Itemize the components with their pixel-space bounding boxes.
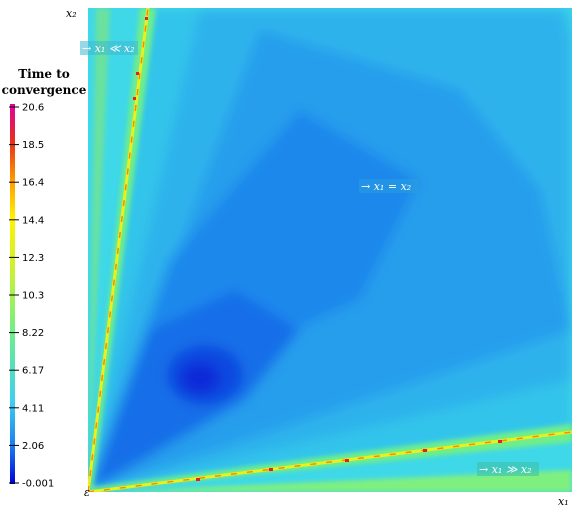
x-axis-label: x₁: [558, 495, 569, 508]
colorbar-tick-label: 2.06: [22, 441, 44, 452]
heatmap-field: [88, 8, 572, 492]
max-marker: [145, 17, 148, 20]
left-edge-glow: [88, 8, 110, 492]
colorbar-tick-label: 8.22: [22, 328, 44, 339]
colorbar-tick-label: 14.4: [22, 215, 44, 226]
annotation-upper-var1: x₁: [95, 42, 106, 55]
annotation-upper-relation: ≪: [105, 42, 124, 55]
lower-ridge-glow: [88, 424, 572, 492]
colorbar-title-line-1: Time to: [18, 67, 70, 81]
colorbar-ticks: 20.6 18.5 16.4 14.4 12.3 10.3 8.22 6.17 4.11 2.06…: [9, 103, 54, 490]
annotation-diagonal: → x₁ = x₂: [359, 179, 419, 193]
annotation-lower-relation: ≫: [502, 463, 521, 476]
colorbar-tick-label: 16.4: [22, 178, 44, 189]
colorbar-tick-label: -0.001: [22, 479, 54, 490]
max-marker: [269, 468, 273, 471]
colorbar-tick-label: 10.3: [22, 291, 44, 302]
annotation-diagonal-text: → x₁ = x₂: [361, 180, 411, 193]
upper-ridge-peaks: [88, 8, 149, 492]
y-axis-label: x₂: [66, 7, 77, 20]
annotation-diagonal-relation: =: [384, 180, 400, 193]
annotation-upper: → x₁ ≪ x₂: [80, 41, 138, 55]
annotation-diagonal-box: [359, 179, 419, 193]
colorbar-tick-label: 6.17: [22, 366, 44, 377]
origin-marker: ε: [84, 486, 90, 499]
ridge-glows: [88, 8, 572, 492]
annotation-lower-text: → x₁ ≫ x₂: [479, 463, 531, 476]
annotation-lower-arrow: →: [479, 463, 492, 476]
colorbar-tick-label: 4.11: [22, 403, 44, 414]
colorbar-tick-label: 12.3: [22, 253, 44, 264]
max-marker: [423, 449, 427, 452]
colorbar-tick-label: 18.5: [22, 140, 44, 151]
annotation-lower: → x₁ ≫ x₂: [477, 462, 539, 476]
colorbar-title-line-2: convergence: [1, 83, 87, 97]
annotation-upper-var2: x₂: [124, 42, 135, 55]
annotation-lower-var1: x₁: [492, 463, 503, 476]
annotation-lower-var2: x₂: [521, 463, 532, 476]
max-marker: [136, 72, 139, 75]
colorbar-title: Time to convergence: [0, 66, 88, 98]
annotation-upper-text: → x₁ ≪ x₂: [82, 42, 134, 55]
minimum-region: [180, 362, 220, 394]
ridge-max-markers: [133, 17, 502, 481]
colorbar-gradient: [10, 104, 15, 484]
annotation-upper-box: [80, 41, 138, 55]
upper-ridge-glow: [88, 8, 156, 492]
lower-ridge-peaks: [88, 431, 572, 492]
annotation-lower-box: [477, 462, 539, 476]
colorbar-tick-label: 20.6: [22, 103, 44, 114]
max-marker: [498, 440, 502, 443]
annotation-upper-arrow: →: [82, 42, 95, 55]
bottom-edge-glow: [88, 470, 572, 492]
annotation-diagonal-var1: x₁: [374, 180, 385, 193]
max-marker: [345, 459, 349, 462]
max-marker: [196, 478, 200, 481]
annotation-diagonal-var2: x₂: [401, 180, 412, 193]
heatmap-bands: [88, 8, 572, 492]
annotation-diagonal-arrow: →: [361, 180, 374, 193]
max-marker: [133, 97, 136, 100]
